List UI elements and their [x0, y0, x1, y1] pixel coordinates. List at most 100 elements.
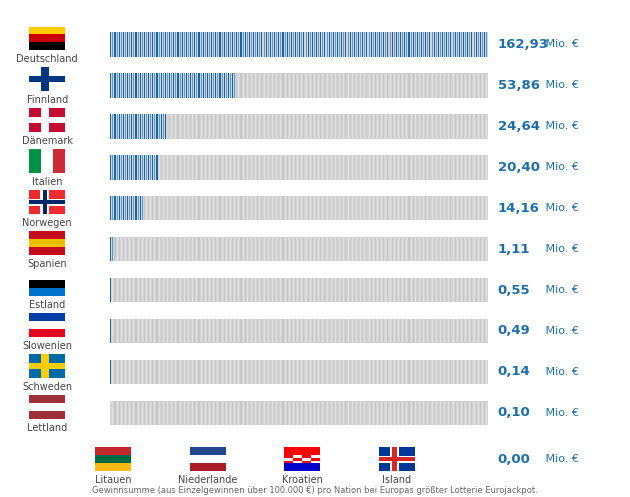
Bar — [446, 114, 447, 139]
Bar — [381, 196, 382, 221]
Bar — [307, 360, 309, 384]
Bar — [350, 360, 351, 384]
Bar — [341, 360, 342, 384]
Bar — [226, 155, 227, 179]
Bar — [427, 360, 428, 384]
Bar — [152, 114, 153, 139]
Bar — [257, 319, 258, 343]
Bar — [394, 196, 395, 221]
Bar — [217, 155, 219, 179]
Bar — [457, 32, 458, 57]
Bar — [297, 114, 298, 139]
Bar — [205, 360, 206, 384]
Bar — [198, 319, 200, 343]
Bar — [272, 196, 273, 221]
Bar — [121, 114, 122, 139]
Bar — [484, 155, 485, 179]
Bar — [471, 360, 472, 384]
Bar — [194, 237, 195, 261]
Bar — [417, 360, 418, 384]
Bar — [373, 32, 374, 57]
Bar — [394, 114, 395, 139]
Bar — [230, 114, 231, 139]
Bar — [263, 73, 265, 97]
Bar — [476, 73, 477, 97]
Bar — [486, 360, 487, 384]
Bar — [360, 319, 361, 343]
Bar — [127, 401, 128, 425]
Bar — [224, 360, 225, 384]
Bar — [375, 73, 376, 97]
Bar — [297, 237, 298, 261]
Bar — [198, 155, 200, 179]
Bar — [406, 73, 408, 97]
Bar — [243, 155, 244, 179]
Bar — [432, 278, 433, 302]
Bar — [167, 73, 168, 97]
Bar — [421, 278, 422, 302]
Bar — [452, 32, 454, 57]
Bar — [276, 196, 277, 221]
Bar — [280, 155, 282, 179]
Bar — [146, 401, 147, 425]
Bar — [175, 32, 176, 57]
Bar — [404, 114, 405, 139]
Bar — [244, 155, 246, 179]
Bar — [345, 196, 346, 221]
Bar — [333, 319, 334, 343]
Bar — [450, 155, 452, 179]
Bar — [146, 73, 147, 97]
Bar — [173, 32, 175, 57]
Bar — [110, 73, 488, 97]
Bar — [181, 237, 183, 261]
Bar — [469, 401, 471, 425]
Bar — [110, 32, 488, 57]
Bar — [148, 237, 149, 261]
Bar — [117, 401, 118, 425]
Bar — [137, 278, 139, 302]
Bar — [188, 155, 189, 179]
Bar — [364, 360, 365, 384]
Bar — [127, 155, 128, 179]
Bar — [337, 360, 338, 384]
Bar — [480, 237, 481, 261]
Bar — [324, 155, 326, 179]
Text: Mio. €: Mio. € — [542, 285, 579, 295]
Bar — [238, 114, 239, 139]
Bar — [306, 360, 307, 384]
Bar — [350, 32, 351, 57]
Bar — [190, 237, 191, 261]
Bar — [444, 114, 445, 139]
Bar — [362, 32, 364, 57]
Bar — [110, 196, 488, 221]
Bar — [404, 401, 405, 425]
Bar — [144, 401, 145, 425]
Bar — [352, 360, 353, 384]
Text: Estland: Estland — [29, 300, 66, 310]
Bar — [383, 32, 384, 57]
Bar — [251, 114, 252, 139]
Bar — [343, 114, 345, 139]
Bar — [125, 319, 126, 343]
Bar — [118, 114, 120, 139]
Bar — [186, 237, 187, 261]
Bar — [243, 278, 244, 302]
Bar — [249, 73, 250, 97]
Bar — [180, 319, 181, 343]
Bar — [184, 360, 185, 384]
Bar — [238, 319, 239, 343]
Bar — [362, 196, 364, 221]
Text: Lettland: Lettland — [27, 423, 67, 433]
Bar — [135, 155, 137, 179]
Bar — [243, 32, 244, 57]
Bar — [186, 32, 187, 57]
Bar — [161, 155, 162, 179]
Bar — [169, 401, 170, 425]
Bar — [486, 278, 487, 302]
Bar — [190, 32, 191, 57]
Bar — [249, 278, 250, 302]
Bar — [387, 114, 389, 139]
Bar — [297, 196, 298, 221]
Bar — [238, 360, 239, 384]
Bar — [427, 319, 428, 343]
